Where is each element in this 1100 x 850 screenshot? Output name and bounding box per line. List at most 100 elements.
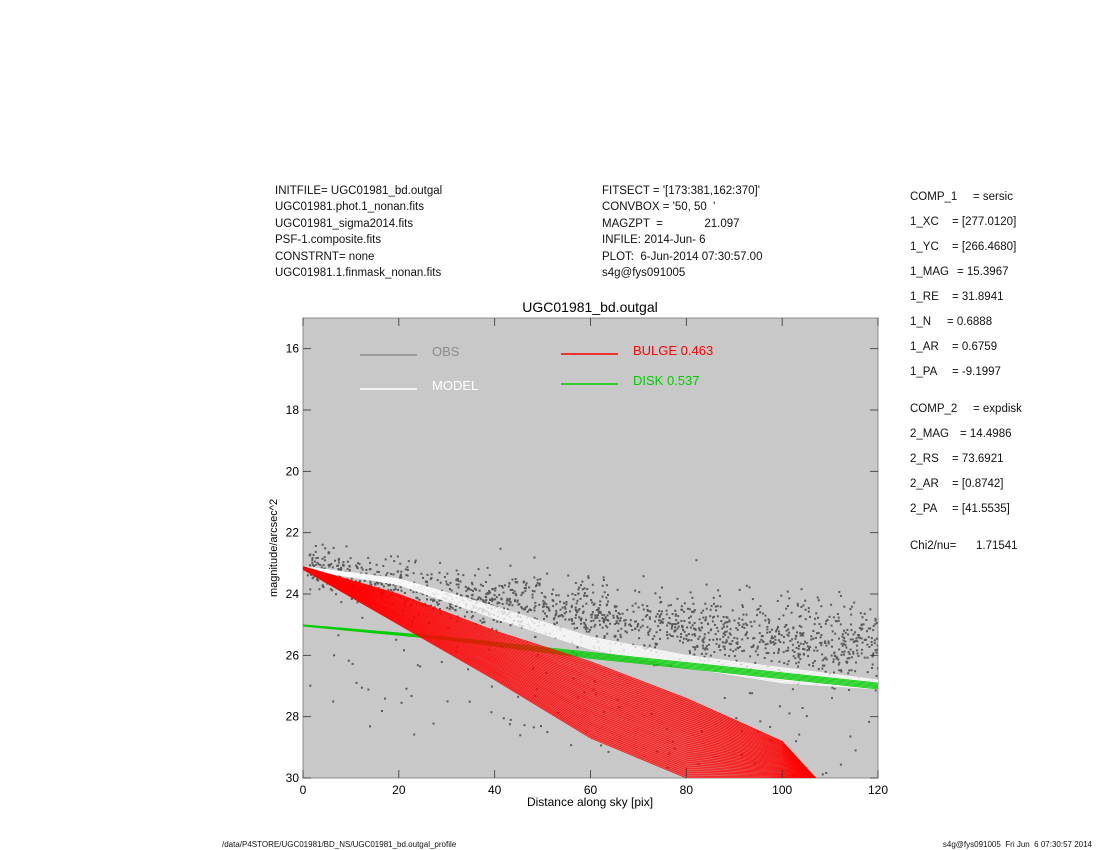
obs-point [449,603,452,606]
obs-point [560,614,562,617]
obs-point [399,562,402,565]
obs-point [788,597,791,600]
obs-point [612,614,615,617]
disk-band-line [303,625,878,687]
footer-file-path: /data/P4STORE/UGC01981/BD_NS/UGC01981_bd… [222,840,457,849]
obs-point [629,623,632,626]
obs-point [350,577,353,580]
obs-point [790,611,793,614]
obs-point [731,640,734,643]
obs-point [685,638,688,640]
obs-point [556,621,558,624]
obs-point [580,584,582,587]
obs-point [542,605,545,608]
obs-point [852,641,855,644]
obs-point [587,575,590,578]
obs-point [424,580,427,583]
obs-point [583,592,586,595]
obs-point [565,611,568,614]
obs-point [514,580,517,583]
obs-point [396,555,399,558]
obs-point [666,634,669,636]
obs-point [506,608,509,611]
obs-point [574,616,577,619]
model-band-line [303,567,878,683]
obs-point [871,655,874,658]
obs-point [394,588,397,591]
obs-point [552,618,555,621]
obs-point [570,606,573,609]
obs-point [800,588,803,591]
obs-point [830,603,833,606]
comp-label: 1_XC [910,216,939,228]
obs-point [728,620,731,623]
obs-point [355,681,358,684]
obs-point [651,638,654,640]
obs-point [373,573,376,576]
obs-point [498,601,501,604]
obs-point [690,615,692,618]
obs-point [754,650,757,653]
obs-point [735,627,738,630]
obs-point [590,620,593,623]
obs-point [680,619,683,622]
obs-point [872,652,875,655]
obs-point [524,606,527,609]
obs-point [617,617,620,620]
obs-point [872,624,875,627]
obs-point [641,604,644,607]
bulge-band-line [303,567,816,778]
obs-point [491,627,494,630]
obs-point [706,648,709,651]
obs-point [501,585,503,587]
obs-point [386,572,389,575]
comp-label: 1_RE [910,291,939,303]
obs-point [457,579,460,582]
obs-point [844,644,847,647]
obs-point [552,588,555,591]
obs-point [609,622,612,625]
obs-point [524,589,527,592]
obs-point [502,717,505,720]
obs-point [488,590,491,592]
obs-point [658,596,661,599]
obs-point [603,614,606,617]
obs-point [777,626,779,629]
obs-point [534,605,537,607]
obs-point [459,606,462,609]
obs-point [807,610,810,613]
obs-point [446,606,449,609]
obs-point [536,578,539,581]
obs-point [814,646,817,649]
obs-point [856,652,859,655]
obs-point [394,585,397,588]
obs-point [633,620,636,623]
obs-point [459,580,462,583]
obs-point [844,640,847,643]
obs-point [866,671,869,674]
obs-point [329,588,332,591]
obs-point [413,581,416,584]
obs-point [749,692,751,695]
obs-point [486,566,489,569]
obs-point [792,626,795,629]
obs-point [821,659,824,662]
obs-point [482,599,485,602]
obs-point [597,614,599,617]
obs-point [850,605,853,608]
obs-point [741,604,744,607]
obs-point [708,638,711,641]
obs-point [831,697,833,700]
comp-value: = [0.8742] [952,478,1004,490]
obs-point [426,581,429,584]
obs-point [715,642,718,645]
obs-point [533,556,536,559]
obs-point [644,615,647,618]
obs-point [869,608,872,611]
obs-point [436,601,438,604]
obs-point [616,615,619,618]
obs-point [375,581,378,584]
obs-point [837,663,840,666]
obs-point [509,624,512,627]
